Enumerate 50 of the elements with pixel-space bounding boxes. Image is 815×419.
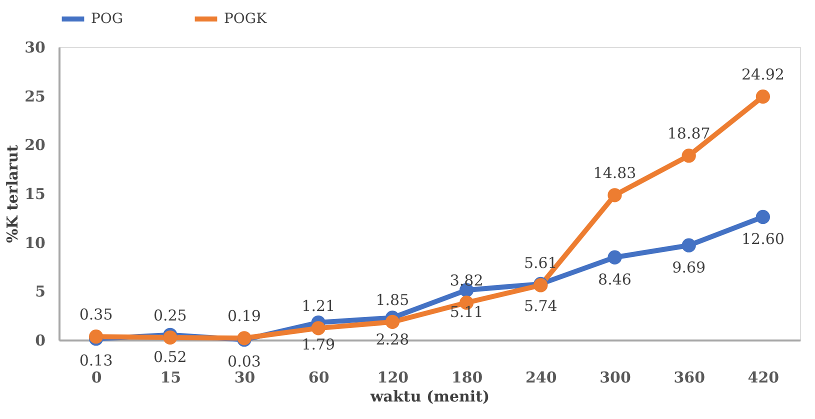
point [385,314,400,329]
legend-label: POGK [224,11,268,27]
point [311,321,326,336]
data-label: 5.74 [524,296,558,315]
y-tick-label: 30 [24,38,46,56]
y-tick-label: 0 [35,332,46,350]
y-tick-label: 15 [24,185,46,203]
legend-label: POG [91,11,124,27]
x-tick-label: 0 [91,368,102,386]
data-label: 1.21 [302,297,336,316]
point [608,188,622,202]
point [756,210,770,224]
point [756,90,770,104]
data-label: 1.79 [302,336,336,354]
y-tick-label: 25 [24,87,46,106]
data-label: 9.69 [672,258,706,276]
x-tick-label: 240 [525,368,557,386]
x-tick-label: 30 [234,368,256,386]
point [608,250,622,264]
data-label: 8.46 [598,270,632,288]
data-label: 14.83 [593,164,636,182]
data-label: 0.52 [153,348,187,366]
data-label: 2.28 [376,330,410,349]
data-label: 3.82 [450,272,484,290]
data-label: 0.19 [228,307,261,326]
data-label: 0.35 [79,306,113,324]
x-tick-label: 180 [451,368,483,386]
x-tick-label: 15 [160,368,182,386]
y-axis-title: %K terlarut [4,144,22,244]
data-label: 0.13 [79,352,113,370]
x-tick-label: 420 [748,368,780,386]
data-label: 0.03 [228,352,261,371]
point [682,148,696,163]
data-label: 1.85 [376,290,410,309]
data-label: 18.87 [667,124,710,143]
y-tick-label: 10 [24,234,46,252]
data-label: 24.92 [741,66,784,84]
data-label: 0.25 [153,306,187,325]
point [682,238,696,252]
x-axis-title: waktu (menit) [369,388,490,406]
point [163,330,178,345]
y-tick-label: 5 [35,282,46,301]
x-tick-label: 120 [377,368,409,386]
y-tick-label: 20 [24,136,46,154]
x-tick-label: 360 [674,368,706,386]
data-label: 5.11 [450,303,484,322]
x-tick-label: 300 [600,368,631,386]
data-label: 5.61 [524,254,558,272]
x-tick-label: 60 [308,368,330,386]
data-label: 12.60 [741,230,784,248]
